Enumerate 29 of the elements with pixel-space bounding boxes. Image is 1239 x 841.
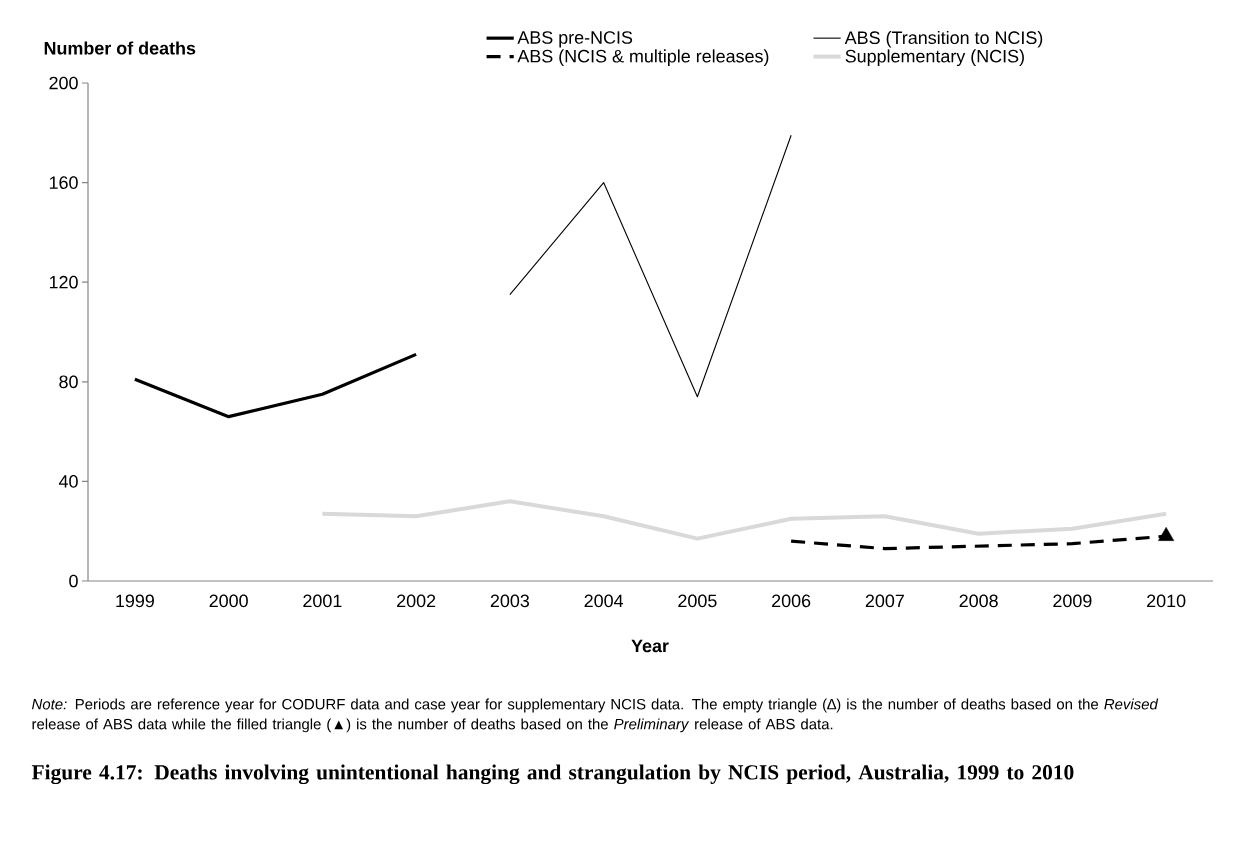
line-series xyxy=(320,499,1169,541)
legend-label: Supplementary (NCIS) xyxy=(845,49,1024,67)
x-tick-label: 2003 xyxy=(490,594,530,608)
text: Note: Periods are reference year for CODURF data and case year for supplementary NCIS data. The empty triangle (∆) is the number of deaths based on the Revised release of ABS data while the filled triangle (▲) is the number of deaths based on the Preliminary release of ABS data. xyxy=(31,698,1159,733)
x-tick-label: 2002 xyxy=(397,594,436,608)
x-tick-label: 2001 xyxy=(303,594,342,608)
x-tick-label: 2008 xyxy=(959,594,998,608)
x-tick-label: 2007 xyxy=(865,594,904,608)
x-tick-label: 2005 xyxy=(678,594,717,608)
text: Figure 4.17: Deaths involving unintentional hanging and strangulation by NCIS period, Australia, 1999 to 2010 xyxy=(31,764,1074,785)
y-tick-label: 160 xyxy=(49,176,78,189)
legend-label: ABS (NCIS & multiple releases) xyxy=(517,49,769,67)
x-tick-label: 2004 xyxy=(584,594,624,608)
y-tick-label: 0 xyxy=(69,574,78,588)
y-tick-label: 200 xyxy=(49,76,78,90)
x-axis-title: Year xyxy=(631,639,669,653)
x-tick-label: 2006 xyxy=(772,594,811,608)
legend-label: ABS pre-NCIS xyxy=(517,31,633,48)
x-tick-label: 2010 xyxy=(1147,594,1186,608)
y-tick-label: 120 xyxy=(49,275,78,289)
x-tick-label: 2009 xyxy=(1053,594,1092,608)
y-axis-title: Number of deaths xyxy=(44,41,196,55)
y-tick-label: 80 xyxy=(59,375,78,389)
legend-label: ABS (Transition to NCIS) xyxy=(844,30,1043,48)
y-tick-label: 40 xyxy=(58,475,78,488)
line-series xyxy=(133,352,418,419)
x-tick-label: 2000 xyxy=(209,594,248,608)
x-tick-label: 1999 xyxy=(116,594,154,608)
line-series xyxy=(509,134,792,398)
